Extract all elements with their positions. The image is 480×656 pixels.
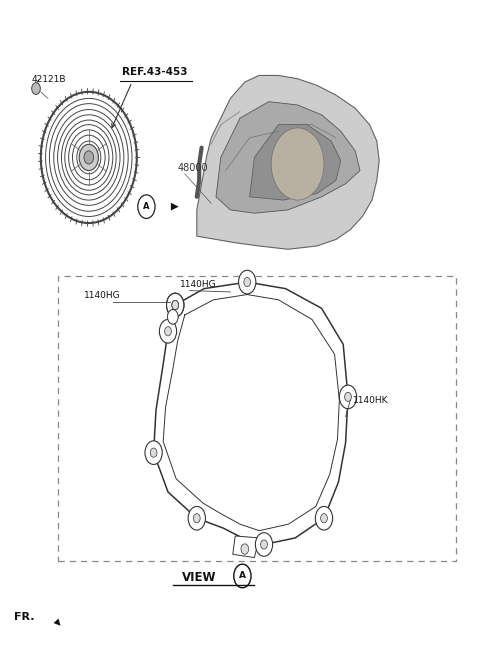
Circle shape — [339, 385, 357, 409]
Circle shape — [345, 392, 351, 401]
Text: REF.43-453: REF.43-453 — [122, 68, 188, 77]
Text: 1140HG: 1140HG — [84, 291, 120, 300]
Circle shape — [167, 293, 184, 317]
Text: 1140HK: 1140HK — [353, 396, 388, 405]
Circle shape — [271, 128, 324, 200]
Circle shape — [315, 506, 333, 530]
Circle shape — [79, 144, 98, 171]
Polygon shape — [233, 536, 259, 558]
Circle shape — [32, 83, 40, 94]
Circle shape — [172, 300, 179, 310]
Circle shape — [193, 514, 200, 523]
Text: 42121B: 42121B — [31, 75, 66, 84]
Circle shape — [241, 544, 249, 554]
Circle shape — [244, 277, 251, 287]
Circle shape — [165, 327, 171, 336]
Circle shape — [84, 151, 94, 164]
Polygon shape — [216, 102, 360, 213]
Text: A: A — [143, 202, 150, 211]
Polygon shape — [197, 75, 379, 249]
Circle shape — [261, 540, 267, 549]
Circle shape — [188, 506, 205, 530]
Circle shape — [150, 448, 157, 457]
Circle shape — [321, 514, 327, 523]
Circle shape — [167, 293, 184, 317]
Circle shape — [255, 533, 273, 556]
Circle shape — [172, 300, 179, 310]
Circle shape — [159, 319, 177, 343]
Circle shape — [167, 293, 184, 317]
Circle shape — [168, 310, 178, 324]
Circle shape — [239, 270, 256, 294]
Text: 48000: 48000 — [178, 163, 208, 173]
Circle shape — [172, 300, 179, 310]
Text: VIEW: VIEW — [182, 571, 217, 584]
Text: FR.: FR. — [14, 612, 35, 622]
Text: A: A — [239, 571, 246, 581]
Text: 1140HG: 1140HG — [180, 280, 216, 289]
Bar — [58, 276, 456, 561]
Circle shape — [168, 310, 178, 324]
Circle shape — [145, 441, 162, 464]
Polygon shape — [250, 125, 341, 200]
